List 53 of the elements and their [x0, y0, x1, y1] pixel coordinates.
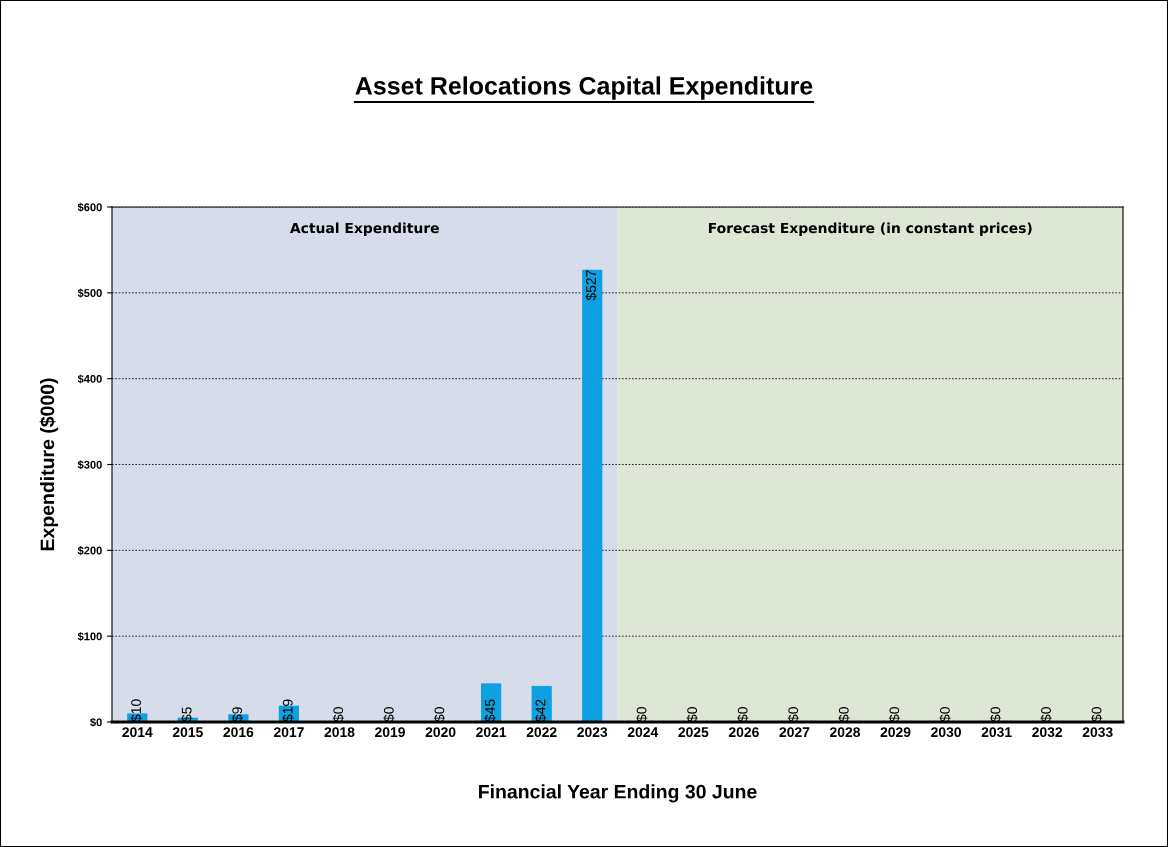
data-label: $0: [787, 707, 799, 722]
y-tick-label: $600: [77, 202, 102, 212]
y-tick-label: $0: [90, 717, 102, 727]
y-tick-label: $100: [77, 631, 102, 642]
y-tick-label: $200: [77, 546, 102, 556]
x-tick-label: 2026: [728, 727, 759, 738]
data-label: $0: [1091, 707, 1103, 722]
x-tick-label: 2027: [779, 727, 810, 738]
data-label: $0: [636, 707, 648, 722]
data-label: $0: [737, 707, 749, 722]
x-tick-label: 2015: [172, 727, 203, 738]
x-tick-label: 2023: [577, 727, 608, 738]
data-label: $19: [282, 699, 294, 722]
data-label: $42: [534, 699, 547, 722]
x-tick-label: 2016: [223, 727, 254, 738]
data-label: $5: [181, 707, 193, 722]
band-label: Actual Expenditure: [289, 222, 439, 236]
data-label: $0: [383, 707, 395, 722]
band-label: Forecast Expenditure (in constant prices): [708, 222, 1032, 236]
data-label: $0: [939, 707, 951, 722]
data-label: $0: [1040, 707, 1052, 722]
data-label: $0: [888, 707, 901, 722]
y-tick-label: $300: [77, 460, 102, 470]
y-tick-label: $500: [77, 288, 102, 298]
data-label: $0: [686, 707, 698, 722]
x-tick-label: 2032: [1032, 727, 1063, 738]
data-label: $45: [484, 699, 496, 722]
data-label: $0: [332, 707, 345, 722]
x-tick-label: 2022: [526, 727, 557, 738]
x-tick-label: 2033: [1082, 727, 1113, 738]
data-label: $10: [130, 699, 142, 722]
x-tick-label: 2019: [375, 727, 405, 738]
data-label: $0: [433, 707, 446, 722]
data-label: $527: [585, 270, 597, 301]
x-tick-label: 2014: [122, 727, 153, 738]
y-axis-title: Expenditure ($000): [39, 378, 59, 551]
x-axis-title: Financial Year Ending 30 June: [479, 784, 757, 803]
data-label: $9: [231, 707, 243, 722]
x-tick-label: 2024: [627, 727, 659, 738]
data-label: $0: [989, 707, 1002, 722]
x-tick-label: 2017: [273, 727, 304, 738]
data-label: $0: [838, 707, 850, 722]
x-tick-label: 2028: [830, 727, 860, 738]
x-tick-label: 2025: [678, 727, 709, 738]
x-tick-label: 2021: [476, 727, 507, 738]
x-tick-label: 2030: [931, 727, 961, 738]
y-tick-label: $400: [77, 374, 102, 384]
x-tick-label: 2029: [880, 727, 911, 738]
x-tick-label: 2031: [981, 727, 1012, 738]
x-tick-label: 2020: [425, 727, 456, 738]
x-tick-label: 2018: [324, 727, 355, 738]
chart-title: Asset Relocations Capital Expenditure: [355, 76, 813, 100]
bar: [582, 269, 603, 722]
